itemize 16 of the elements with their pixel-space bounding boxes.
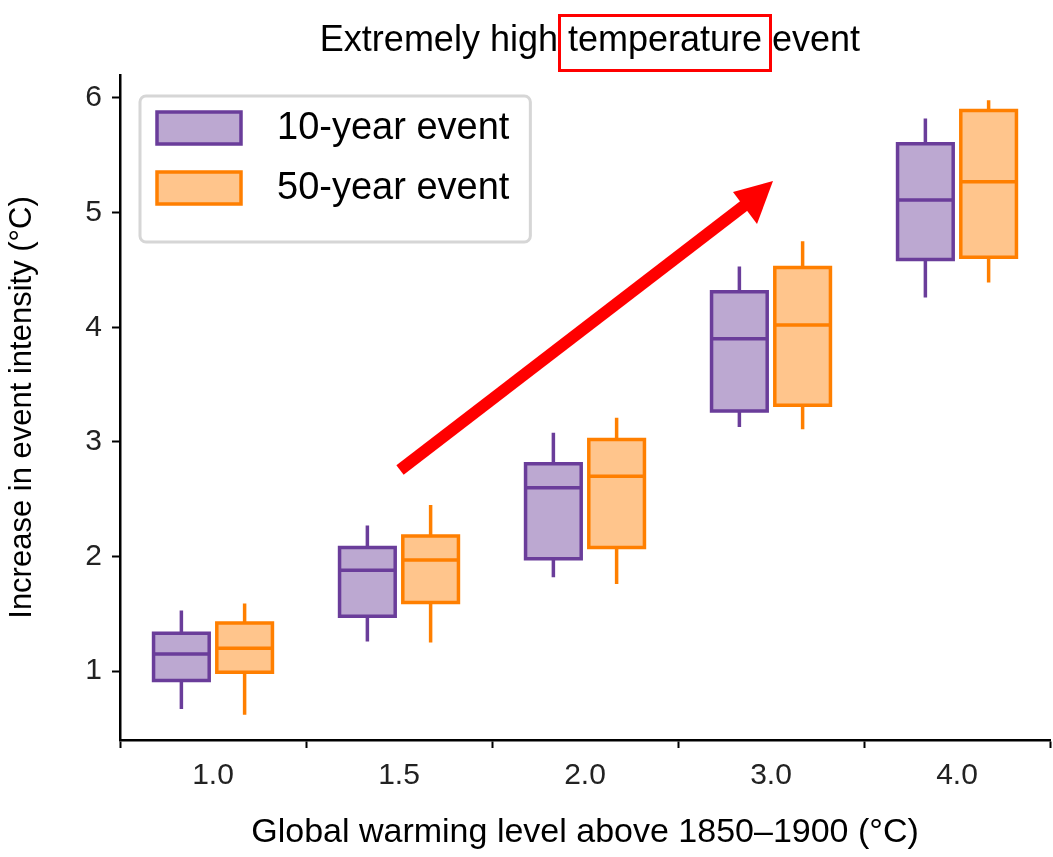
chart-title: Extremely high temperature event: [318, 18, 862, 60]
y-tick-label: 2: [85, 537, 102, 571]
x-tick-label: 3.0: [750, 757, 792, 791]
y-tick-label: 6: [85, 79, 102, 113]
legend-label: 50-year event: [277, 165, 510, 208]
x-tick-label: 2.0: [564, 757, 606, 791]
x-axis-title: Global warming level above 1850–1900 (°C): [251, 810, 919, 849]
y-tick-label: 5: [85, 193, 102, 227]
x-tick-label: 4.0: [936, 757, 978, 791]
y-tick-label: 4: [85, 308, 102, 342]
x-tick-label: 1.0: [192, 757, 234, 791]
x-tick-label: 1.5: [378, 757, 420, 791]
legend-label: 10-year event: [277, 105, 510, 148]
y-tick-label: 3: [85, 423, 102, 457]
y-axis-title: Increase in event intensity (°C): [3, 196, 39, 619]
y-tick-label: 1: [85, 652, 102, 686]
